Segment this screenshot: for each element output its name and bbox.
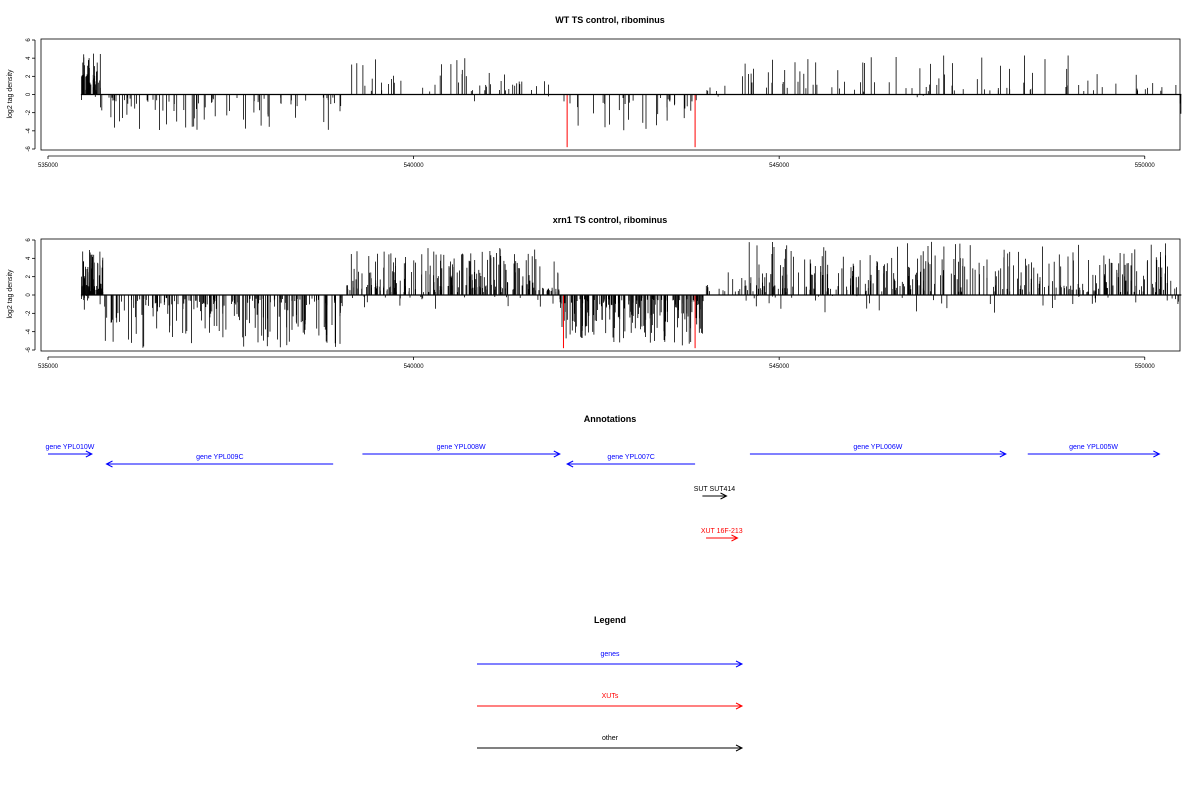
y-tick-label: 2 [26,274,32,278]
x-tick-label: 535000 [38,163,59,169]
legend-title: Legend [594,615,626,625]
track-panel-wt: WT TS control, ribominus log2 tag densit… [7,15,1182,169]
y-axis: -6 -4 -2 0 2 4 6 [26,38,36,152]
y-tick-label: 4 [26,56,32,60]
legend-panel: Legend genes XUTs other [477,615,744,752]
legend-arrowhead [735,744,744,752]
feature-label: SUT SUT414 [694,486,736,493]
panel-title: WT TS control, ribominus [555,15,665,25]
x-tick-label: 545000 [769,364,790,370]
x-tick-label: 540000 [404,364,425,370]
y-tick-label: 2 [26,74,32,78]
y-axis-label: log2 tag density [7,69,14,119]
bars [80,241,1182,349]
feature-label: gene YPL005W [1069,444,1118,451]
annotation-feature: XUT 16F-213 [701,528,743,542]
x-tick-label: 550000 [1135,364,1156,370]
annotation-feature: gene YPL010W [45,444,95,458]
annotation-feature: gene YPL008W [362,444,561,458]
x-tick-label: 535000 [38,364,59,370]
feature-arrowhead [999,450,1007,458]
y-tick-label: 4 [26,256,32,260]
feature-arrowhead [85,450,93,458]
y-tick-label: -2 [26,310,32,316]
annotation-feature: gene YPL006W [749,444,1007,458]
annotations-title: Annotations [584,414,637,424]
y-tick-label: 6 [26,238,32,242]
feature-arrowhead [553,450,561,458]
y-tick-label: -4 [26,128,32,134]
annotation-feature: SUT SUT414 [694,486,736,500]
legend-label: XUTs [602,693,619,700]
annotation-feature: gene YPL007C [566,454,696,468]
x-tick-label: 550000 [1135,163,1156,169]
x-axis: 535000 540000 545000 550000 [38,356,1156,370]
feature-label: gene YPL010W [45,444,94,451]
y-axis-label: log2 tag density [7,269,14,319]
legend-item: genes [477,651,744,668]
track-panel-xrn1: xrn1 TS control, ribominus log2 tag dens… [7,215,1182,370]
feature-arrowhead [731,534,739,542]
feature-label: gene YPL007C [607,454,654,461]
legend-item: XUTs [477,693,744,710]
legend-arrowhead [735,660,744,668]
y-tick-label: 6 [26,38,32,42]
x-axis: 535000 540000 545000 550000 [38,155,1156,169]
feature-arrowhead [1153,450,1161,458]
legend-arrowhead [735,702,744,710]
feature-label: gene YPL009C [196,454,243,461]
panel-title: xrn1 TS control, ribominus [553,215,668,225]
legend-items: genes XUTs other [477,651,744,752]
feature-label: gene YPL008W [437,444,486,451]
legend-label: genes [600,651,620,658]
y-tick-label: -2 [26,109,32,115]
feature-arrowhead [105,460,113,468]
feature-label: gene YPL006W [853,444,902,451]
y-tick-label: 0 [26,92,32,96]
annotation-feature: gene YPL009C [105,454,334,468]
feature-arrowhead [720,492,728,500]
annotation-features: gene YPL010W gene YPL009C gene YPL008W gene… [45,444,1161,542]
y-tick-label: -6 [26,146,32,152]
legend-label: other [602,735,619,742]
y-tick-label: 0 [26,293,32,297]
feature-arrowhead [566,460,574,468]
x-tick-label: 540000 [404,163,425,169]
x-tick-label: 545000 [769,163,790,169]
y-axis: -6 -4 -2 0 2 4 6 [26,238,36,353]
bars [80,53,1182,148]
y-tick-label: -4 [26,328,32,334]
annotation-feature: gene YPL005W [1027,444,1161,458]
feature-label: XUT 16F-213 [701,528,743,535]
legend-item: other [477,735,744,752]
y-tick-label: -6 [26,347,32,353]
